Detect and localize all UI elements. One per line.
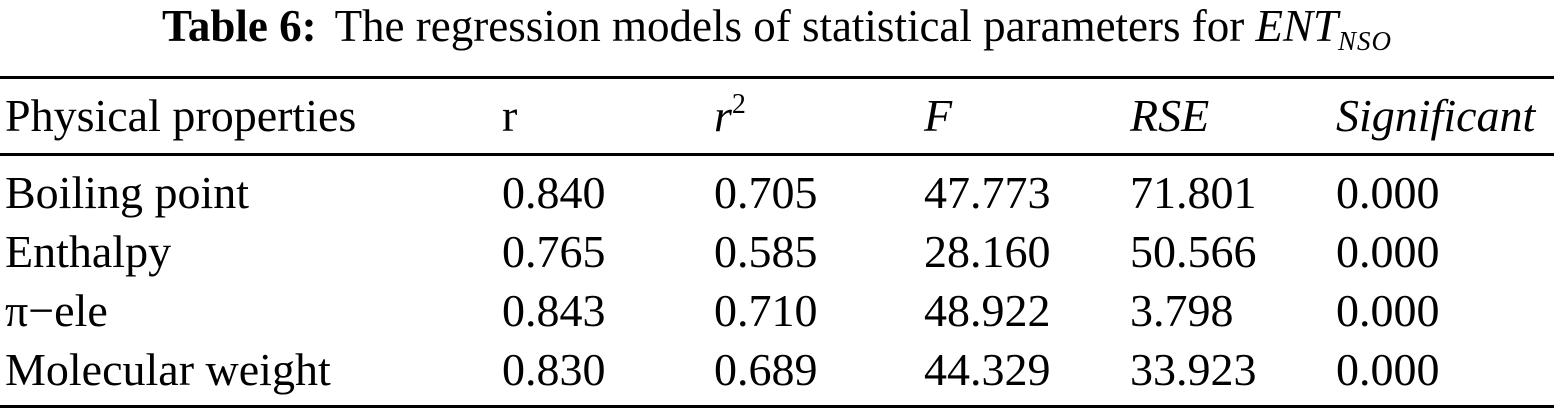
table-caption-symbol-subscript: NSO xyxy=(1338,26,1393,56)
cell-r: 0.765 xyxy=(502,225,606,277)
cell-f: 47.773 xyxy=(924,166,1051,218)
table-caption-symbol: ENT xyxy=(1255,1,1339,51)
cell-property: Molecular weight xyxy=(5,343,331,395)
header-cell-significant: Significant xyxy=(1336,90,1536,141)
header-cell-physical-properties: Physical properties xyxy=(5,90,357,141)
cell-r-squared: 0.585 xyxy=(714,225,818,277)
header-cell-r-squared: r2 xyxy=(714,89,746,141)
table-body: Boiling point 0.840 0.705 47.773 71.801 … xyxy=(0,156,1554,405)
table-row: π−ele 0.843 0.710 48.922 3.798 0.000 xyxy=(0,281,1554,340)
cell-significant: 0.000 xyxy=(1336,343,1440,395)
cell-r-squared: 0.705 xyxy=(714,166,818,218)
cell-r-squared: 0.689 xyxy=(714,343,818,395)
table-header-row: Physical properties r r2 F RSE Significa… xyxy=(0,79,1554,156)
cell-property: Boiling point xyxy=(5,166,250,218)
header-cell-f: F xyxy=(924,90,953,141)
cell-r: 0.840 xyxy=(502,166,606,218)
cell-rse: 71.801 xyxy=(1130,166,1257,218)
cell-significant: 0.000 xyxy=(1336,225,1440,277)
table-row: Enthalpy 0.765 0.585 28.160 50.566 0.000 xyxy=(0,222,1554,281)
table-caption: Table 6: The regression models of statist… xyxy=(0,0,1554,76)
cell-r: 0.843 xyxy=(502,284,606,336)
header-cell-rse: RSE xyxy=(1130,90,1210,141)
cell-f: 28.160 xyxy=(924,225,1051,277)
cell-f: 44.329 xyxy=(924,343,1051,395)
cell-r: 0.830 xyxy=(502,343,606,395)
cell-r-squared: 0.710 xyxy=(714,284,818,336)
cell-f: 48.922 xyxy=(924,284,1051,336)
header-cell-r: r xyxy=(502,90,518,141)
table-caption-text: The regression models of statistical par… xyxy=(334,1,1245,51)
table-row: Boiling point 0.840 0.705 47.773 71.801 … xyxy=(0,163,1554,222)
regression-table: Physical properties r r2 F RSE Significa… xyxy=(0,76,1554,408)
cell-rse: 3.798 xyxy=(1130,284,1234,336)
cell-rse: 33.923 xyxy=(1130,343,1257,395)
table-row: Molecular weight 0.830 0.689 44.329 33.9… xyxy=(0,340,1554,399)
table-caption-number: Table 6: xyxy=(161,1,317,51)
cell-property: π−ele xyxy=(5,284,108,336)
cell-significant: 0.000 xyxy=(1336,166,1440,218)
cell-rse: 50.566 xyxy=(1130,225,1257,277)
cell-property: Enthalpy xyxy=(5,225,172,277)
cell-significant: 0.000 xyxy=(1336,284,1440,336)
